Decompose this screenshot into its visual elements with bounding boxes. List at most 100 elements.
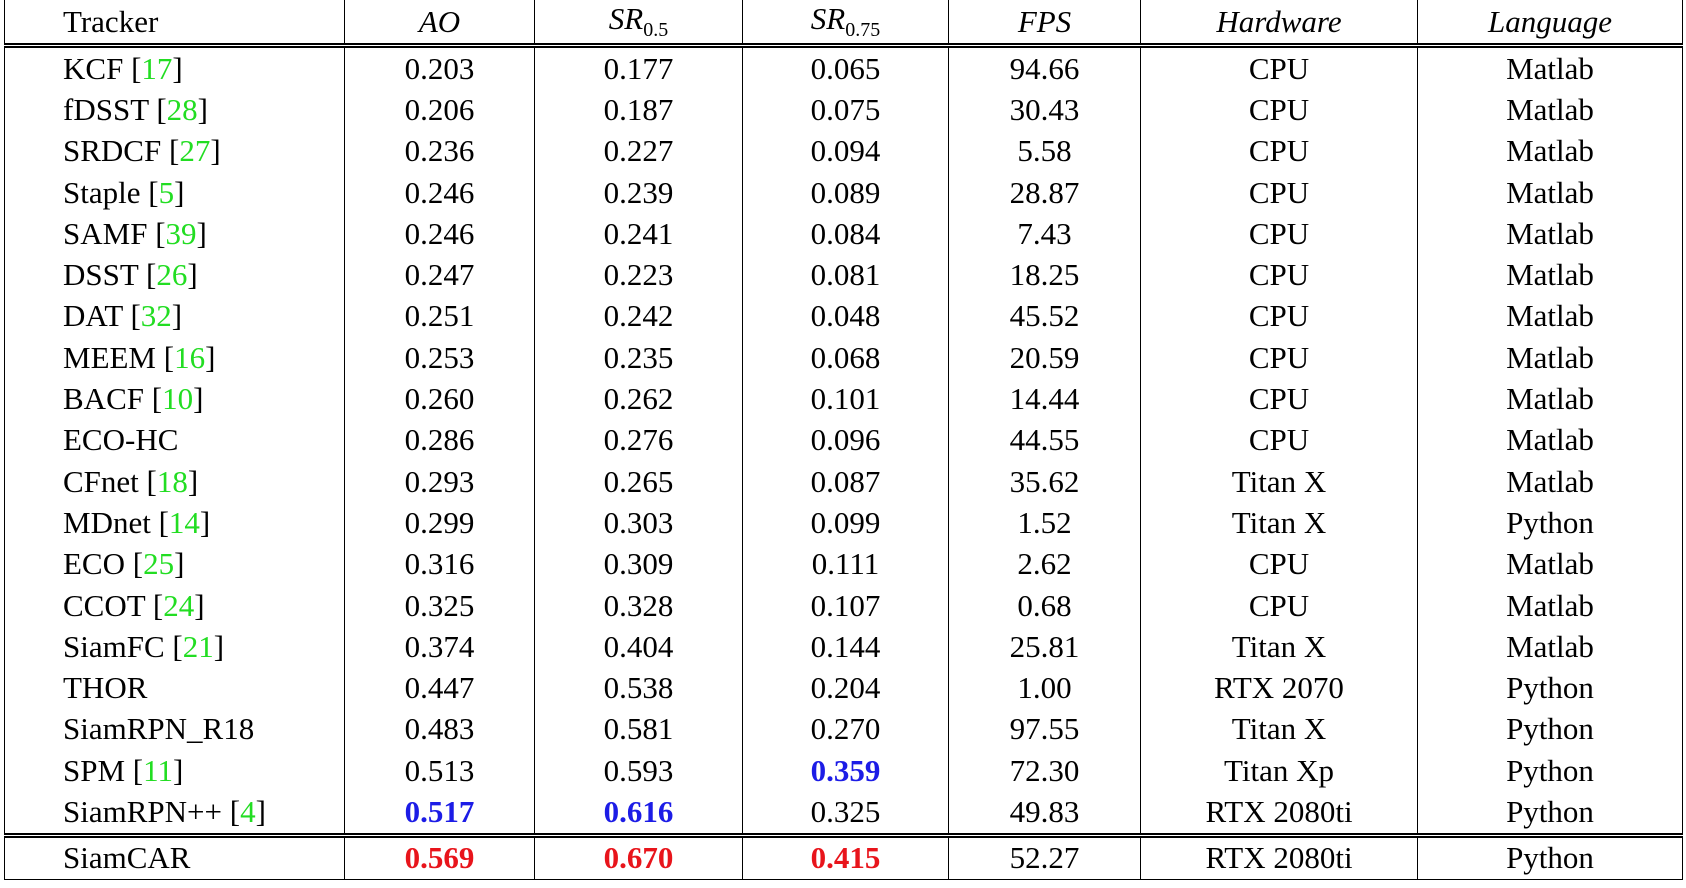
cell-text: 20.59 (1009, 339, 1080, 375)
tracker-cell: KCF [17] (4, 45, 345, 90)
bracket: ] (213, 628, 225, 664)
value-cell: Titan X (1140, 502, 1418, 544)
cell-text: 28.87 (1009, 174, 1080, 210)
value-cell: 0.242 (534, 295, 743, 338)
bracket: ] (210, 133, 221, 169)
cell-text: 0.235 (603, 339, 674, 375)
cell-text: CPU (1248, 422, 1310, 458)
value-cell: 0.374 (344, 626, 535, 668)
value-cell: 30.43 (948, 89, 1141, 131)
tracker-name: SRDCF (63, 133, 162, 169)
tracker-cell: CFnet [18] (4, 460, 345, 503)
header-text: Tracker (63, 3, 159, 39)
cell-text: Matlab (1506, 381, 1594, 417)
value-cell: Matlab (1417, 45, 1683, 90)
cell-text: 0.328 (603, 587, 674, 623)
cell-text: 14.44 (1009, 381, 1080, 417)
table-row: SiamCAR 0.569 0.670 0.415 52.27 RTX 2080ti Pyt… (4, 832, 1683, 880)
citation: 16 (174, 339, 206, 375)
value-cell: 0.404 (534, 626, 743, 668)
value-cell: 0.241 (534, 213, 743, 255)
cell-text: 1.52 (1017, 504, 1072, 540)
cell-text: 0.581 (603, 711, 674, 747)
cell-text: 0.096 (810, 422, 881, 458)
cell-text: CPU (1248, 215, 1310, 251)
citation: 32 (140, 298, 172, 334)
table-row: SiamRPN_R18 0.483 0.581 0.270 97.55 Titan X Py… (4, 708, 1683, 751)
header-text: Hardware (1216, 3, 1342, 39)
table-row: ECO-HC 0.286 0.276 0.096 44.55 CPU Matlab (4, 419, 1683, 461)
value-cell: CPU (1140, 89, 1418, 131)
cell-text: 0.276 (603, 422, 674, 458)
value-cell: RTX 2070 (1140, 667, 1418, 709)
cell-text: 52.27 (1009, 840, 1080, 876)
value-cell: 14.44 (948, 378, 1141, 420)
value-cell: 0.483 (344, 708, 535, 751)
column-header: AO (344, 0, 535, 48)
bracket: [ (156, 91, 167, 127)
cell-text: 0.246 (404, 174, 475, 210)
tracker-name: SiamRPN++ (63, 793, 222, 829)
value-cell: 0.107 (742, 584, 949, 627)
cell-text: 0.270 (810, 711, 881, 747)
tracker-name: CFnet (63, 463, 139, 499)
bracket: [ (152, 587, 164, 623)
cell-text: 18.25 (1009, 257, 1080, 293)
value-cell: 0.075 (742, 89, 949, 131)
citation: 24 (163, 587, 195, 623)
cell-text: CPU (1248, 50, 1310, 86)
value-cell: 0.262 (534, 378, 743, 420)
value-cell: Titan X (1140, 708, 1418, 751)
tracker-cell: SRDCF [27] (4, 130, 345, 172)
value-cell: 0.084 (742, 213, 949, 255)
cell-text: 0.286 (404, 422, 475, 458)
table-row: ECO [25] 0.316 0.309 0.111 2.62 CPU Matlab (4, 543, 1683, 585)
cell-text: 0.404 (603, 628, 674, 664)
header-subscript: 0.5 (643, 19, 669, 42)
cell-text: 0.239 (603, 174, 674, 210)
value-cell: CPU (1140, 295, 1418, 338)
cell-text: 0.309 (603, 546, 674, 582)
value-cell: CPU (1140, 213, 1418, 255)
table-row: DSST [26] 0.247 0.223 0.081 18.25 CPU Matlab (4, 254, 1683, 296)
value-cell: 0.203 (344, 45, 535, 90)
cell-text: 0.359 (810, 752, 881, 788)
cell-text: Python (1506, 711, 1594, 747)
value-cell: 44.55 (948, 419, 1141, 461)
value-cell: Matlab (1417, 171, 1683, 214)
tracker-cell: SAMF [39] (4, 213, 345, 255)
value-cell: 0.517 (344, 791, 535, 836)
citation: 28 (166, 91, 198, 127)
tracker-cell: SiamFC [21] (4, 626, 345, 668)
table-row: THOR 0.447 0.538 0.204 1.00 RTX 2070 Python (4, 667, 1683, 709)
cell-text: CPU (1248, 257, 1310, 293)
tracker-cell: MEEM [16] (4, 337, 345, 379)
tracker-name: BACF (63, 381, 144, 417)
tracker-name: ECO-HC (63, 422, 179, 458)
tracker-name: SPM (63, 752, 126, 788)
value-cell: 0.081 (742, 254, 949, 296)
value-cell: 5.58 (948, 130, 1141, 172)
table-row: SiamFC [21] 0.374 0.404 0.144 25.81 Titan X Ma… (4, 626, 1683, 668)
value-cell: 0.048 (742, 295, 949, 338)
cell-text: 72.30 (1009, 752, 1080, 788)
column-header: SR0.5 (534, 0, 743, 48)
value-cell: CPU (1140, 378, 1418, 420)
value-cell: 0.303 (534, 502, 743, 544)
cell-text: 2.62 (1017, 546, 1072, 582)
value-cell: CPU (1140, 543, 1418, 585)
cell-text: 0.177 (603, 50, 674, 86)
cell-text: 0.065 (810, 50, 881, 86)
value-cell: 49.83 (948, 791, 1141, 836)
tracker-cell: BACF [10] (4, 378, 345, 420)
value-cell: 94.66 (948, 45, 1141, 90)
cell-text: 0.251 (404, 298, 475, 334)
bracket: ] (194, 587, 205, 623)
value-cell: CPU (1140, 419, 1418, 461)
cell-text: 0.253 (404, 339, 475, 375)
bracket: ] (187, 257, 198, 293)
header-text: SR (608, 0, 644, 36)
value-cell: 0.260 (344, 378, 535, 420)
value-cell: Titan Xp (1140, 750, 1418, 792)
bracket: [ (131, 50, 142, 86)
